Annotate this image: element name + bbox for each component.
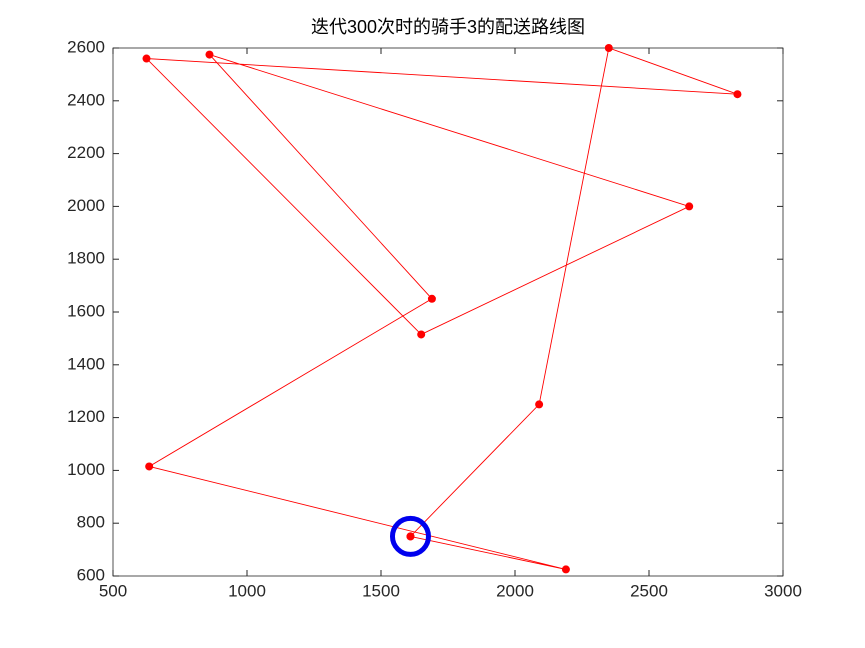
start-marker: [389, 515, 431, 557]
chart-title: 迭代300次时的骑手3的配送路线图: [311, 17, 585, 37]
route-point: [427, 294, 436, 303]
route-point: [142, 54, 151, 63]
x-tick-label: 1500: [362, 581, 400, 600]
y-tick-label: 2200: [67, 143, 105, 162]
route-point: [604, 44, 613, 52]
y-tick-label: 2400: [67, 90, 105, 109]
x-tick-label: 3000: [764, 581, 802, 600]
route-point: [145, 462, 154, 471]
route-point: [417, 330, 426, 339]
route-point: [733, 90, 742, 99]
x-tick-label: 2000: [496, 581, 534, 600]
plot-area: [112, 47, 784, 577]
route-point: [205, 50, 214, 59]
route-point: [561, 565, 570, 574]
y-tick-label: 600: [77, 565, 105, 584]
y-tick-label: 1600: [67, 301, 105, 320]
y-tick-label: 1800: [67, 249, 105, 268]
route-point: [535, 400, 544, 409]
y-tick-label: 1400: [67, 354, 105, 373]
x-tick-label: 2500: [630, 581, 668, 600]
route-point: [406, 532, 415, 541]
y-tick-label: 1000: [67, 460, 105, 479]
y-tick-label: 1200: [67, 407, 105, 426]
y-tick-label: 2000: [67, 196, 105, 215]
route-point: [685, 202, 694, 211]
x-tick-label: 500: [99, 581, 127, 600]
x-tick-label: 1000: [228, 581, 266, 600]
y-tick-label: 800: [77, 513, 105, 532]
y-tick-label: 2600: [67, 37, 105, 56]
route-line: [145, 47, 738, 570]
